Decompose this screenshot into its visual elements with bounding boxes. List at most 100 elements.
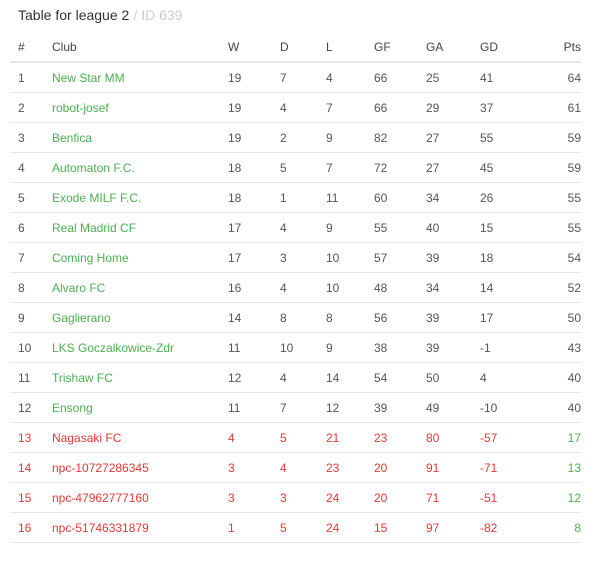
club-cell[interactable]: Trishaw FC xyxy=(52,362,228,393)
column-header-losses[interactable]: L xyxy=(326,32,374,63)
losses-cell: 7 xyxy=(326,152,374,183)
club-link[interactable]: Gaglierano xyxy=(52,310,111,325)
points-cell: 52 xyxy=(532,272,581,303)
position-cell: 8 xyxy=(10,272,52,303)
goals-for-cell: 39 xyxy=(374,392,426,423)
table-row: 12 Ensong 11 7 12 39 49 -10 40 xyxy=(10,392,581,423)
draws-cell: 7 xyxy=(280,62,326,93)
position-cell: 4 xyxy=(10,152,52,183)
draws-cell: 5 xyxy=(280,152,326,183)
column-header-goals-for[interactable]: GF xyxy=(374,32,426,63)
goal-difference-cell: -57 xyxy=(480,422,532,453)
goals-for-cell: 15 xyxy=(374,512,426,543)
goals-for-cell: 66 xyxy=(374,92,426,123)
draws-cell: 4 xyxy=(280,92,326,123)
points-cell: 55 xyxy=(532,212,581,243)
club-link[interactable]: Exode MILF F.C. xyxy=(52,190,142,205)
table-row: 13 Nagasaki FC 4 5 21 23 80 -57 17 xyxy=(10,422,581,453)
points-cell: 64 xyxy=(532,62,581,93)
goal-difference-cell: -71 xyxy=(480,452,532,483)
club-cell[interactable]: New Star MM xyxy=(52,62,228,93)
club-link[interactable]: Trishaw FC xyxy=(52,370,113,385)
club-cell[interactable]: Nagasaki FC xyxy=(52,422,228,453)
club-cell[interactable]: LKS Goczalkowice-Zdr xyxy=(52,332,228,363)
goals-against-cell: 39 xyxy=(426,242,480,273)
wins-cell: 18 xyxy=(228,152,280,183)
column-header-position[interactable]: # xyxy=(10,32,52,63)
club-cell[interactable]: npc-51746331879 xyxy=(52,512,228,543)
goals-against-cell: 25 xyxy=(426,62,480,93)
club-cell[interactable]: robot-josef xyxy=(52,92,228,123)
column-header-wins[interactable]: W xyxy=(228,32,280,63)
position-cell: 3 xyxy=(10,122,52,153)
club-link[interactable]: Benfica xyxy=(52,130,93,145)
draws-cell: 4 xyxy=(280,212,326,243)
goals-for-cell: 72 xyxy=(374,152,426,183)
wins-cell: 1 xyxy=(228,512,280,543)
club-link[interactable]: Alvaro FC xyxy=(52,280,106,295)
draws-cell: 4 xyxy=(280,272,326,303)
club-link[interactable]: Nagasaki FC xyxy=(52,430,122,445)
table-row: 8 Alvaro FC 16 4 10 48 34 14 52 xyxy=(10,272,581,303)
points-cell: 54 xyxy=(532,242,581,273)
goal-difference-cell: 18 xyxy=(480,242,532,273)
table-row: 5 Exode MILF F.C. 18 1 11 60 34 26 55 xyxy=(10,182,581,213)
club-cell[interactable]: Real Madrid CF xyxy=(52,212,228,243)
table-row: 15 npc-47962777160 3 3 24 20 71 -51 12 xyxy=(10,482,581,513)
club-cell[interactable]: Ensong xyxy=(52,392,228,423)
position-cell: 14 xyxy=(10,452,52,483)
club-link[interactable]: New Star MM xyxy=(52,70,125,85)
losses-cell: 23 xyxy=(326,452,374,483)
wins-cell: 19 xyxy=(228,62,280,93)
goal-difference-cell: 17 xyxy=(480,302,532,333)
column-header-club[interactable]: Club xyxy=(52,32,228,63)
table-row: 3 Benfica 19 2 9 82 27 55 59 xyxy=(10,122,581,153)
club-link[interactable]: Coming Home xyxy=(52,250,129,265)
goals-for-cell: 60 xyxy=(374,182,426,213)
club-link[interactable]: Ensong xyxy=(52,400,93,415)
goals-for-cell: 48 xyxy=(374,272,426,303)
wins-cell: 19 xyxy=(228,122,280,153)
table-row: 16 npc-51746331879 1 5 24 15 97 -82 8 xyxy=(10,512,581,543)
draws-cell: 5 xyxy=(280,422,326,453)
club-link[interactable]: npc-51746331879 xyxy=(52,520,149,535)
goals-for-cell: 56 xyxy=(374,302,426,333)
title-separator: / xyxy=(133,7,138,23)
goal-difference-cell: 14 xyxy=(480,272,532,303)
draws-cell: 4 xyxy=(280,452,326,483)
goal-difference-cell: 55 xyxy=(480,122,532,153)
column-header-goals-against[interactable]: GA xyxy=(426,32,480,63)
points-cell: 40 xyxy=(532,362,581,393)
column-header-points[interactable]: Pts xyxy=(532,32,581,63)
losses-cell: 4 xyxy=(326,62,374,93)
points-cell: 59 xyxy=(532,122,581,153)
club-link[interactable]: Automaton F.C. xyxy=(52,160,135,175)
club-link[interactable]: LKS Goczalkowice-Zdr xyxy=(52,340,175,355)
club-cell[interactable]: Exode MILF F.C. xyxy=(52,182,228,213)
club-cell[interactable]: Alvaro FC xyxy=(52,272,228,303)
table-row: 2 robot-josef 19 4 7 66 29 37 61 xyxy=(10,92,581,123)
column-header-draws[interactable]: D xyxy=(280,32,326,63)
goal-difference-cell: -10 xyxy=(480,392,532,423)
losses-cell: 24 xyxy=(326,512,374,543)
wins-cell: 17 xyxy=(228,242,280,273)
club-link[interactable]: npc-10727286345 xyxy=(52,460,149,475)
goals-for-cell: 57 xyxy=(374,242,426,273)
column-header-goal-difference[interactable]: GD xyxy=(480,32,532,63)
club-link[interactable]: npc-47962777160 xyxy=(52,490,149,505)
club-cell[interactable]: Benfica xyxy=(52,122,228,153)
goals-against-cell: 91 xyxy=(426,452,480,483)
goals-against-cell: 34 xyxy=(426,272,480,303)
club-cell[interactable]: Gaglierano xyxy=(52,302,228,333)
club-cell[interactable]: npc-47962777160 xyxy=(52,482,228,513)
club-cell[interactable]: npc-10727286345 xyxy=(52,452,228,483)
draws-cell: 2 xyxy=(280,122,326,153)
points-cell: 12 xyxy=(532,482,581,513)
club-link[interactable]: Real Madrid CF xyxy=(52,220,137,235)
draws-cell: 4 xyxy=(280,362,326,393)
club-link[interactable]: robot-josef xyxy=(52,100,109,115)
goal-difference-cell: -82 xyxy=(480,512,532,543)
losses-cell: 10 xyxy=(326,242,374,273)
club-cell[interactable]: Automaton F.C. xyxy=(52,152,228,183)
club-cell[interactable]: Coming Home xyxy=(52,242,228,273)
